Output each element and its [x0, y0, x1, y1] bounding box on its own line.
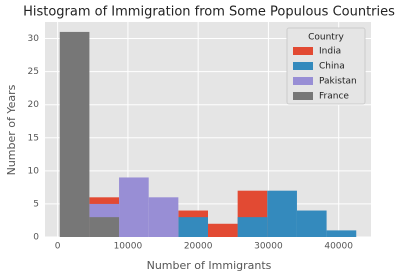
- legend-swatch: [293, 47, 313, 55]
- legend-title: Country: [308, 33, 344, 43]
- y-tick-label: 15: [28, 133, 39, 143]
- bar: [148, 197, 179, 237]
- legend-swatch: [293, 77, 313, 85]
- bar: [89, 217, 120, 237]
- bar: [326, 230, 357, 237]
- legend-label: China: [319, 62, 345, 72]
- x-tick-label: 20000: [184, 242, 213, 252]
- y-axis-label: Number of Years: [5, 84, 18, 175]
- bar: [119, 177, 149, 237]
- y-tick-label: 0: [33, 233, 39, 243]
- legend-label: France: [319, 92, 349, 102]
- legend-swatch: [293, 62, 313, 70]
- y-tick-label: 20: [28, 100, 40, 110]
- chart-title: Histogram of Immigration from Some Popul…: [23, 5, 395, 20]
- legend-label: Pakistan: [319, 77, 357, 87]
- x-tick-label: 30000: [254, 242, 283, 252]
- bar: [178, 217, 208, 237]
- y-tick-label: 25: [28, 67, 39, 77]
- bar: [267, 190, 297, 237]
- legend-label: India: [319, 47, 341, 57]
- x-axis-label: Number of Immigrants: [147, 259, 272, 272]
- x-tick-label: 40000: [324, 242, 353, 252]
- bar: [237, 217, 268, 237]
- bar: [208, 223, 238, 237]
- x-tick-label: 10000: [114, 242, 143, 252]
- y-tick-label: 30: [28, 34, 40, 44]
- y-tick-label: 10: [28, 166, 40, 176]
- legend-swatch: [293, 92, 313, 100]
- bar: [59, 31, 90, 237]
- y-tick-label: 5: [33, 199, 39, 209]
- x-tick-label: 0: [55, 242, 61, 252]
- bar: [296, 210, 327, 237]
